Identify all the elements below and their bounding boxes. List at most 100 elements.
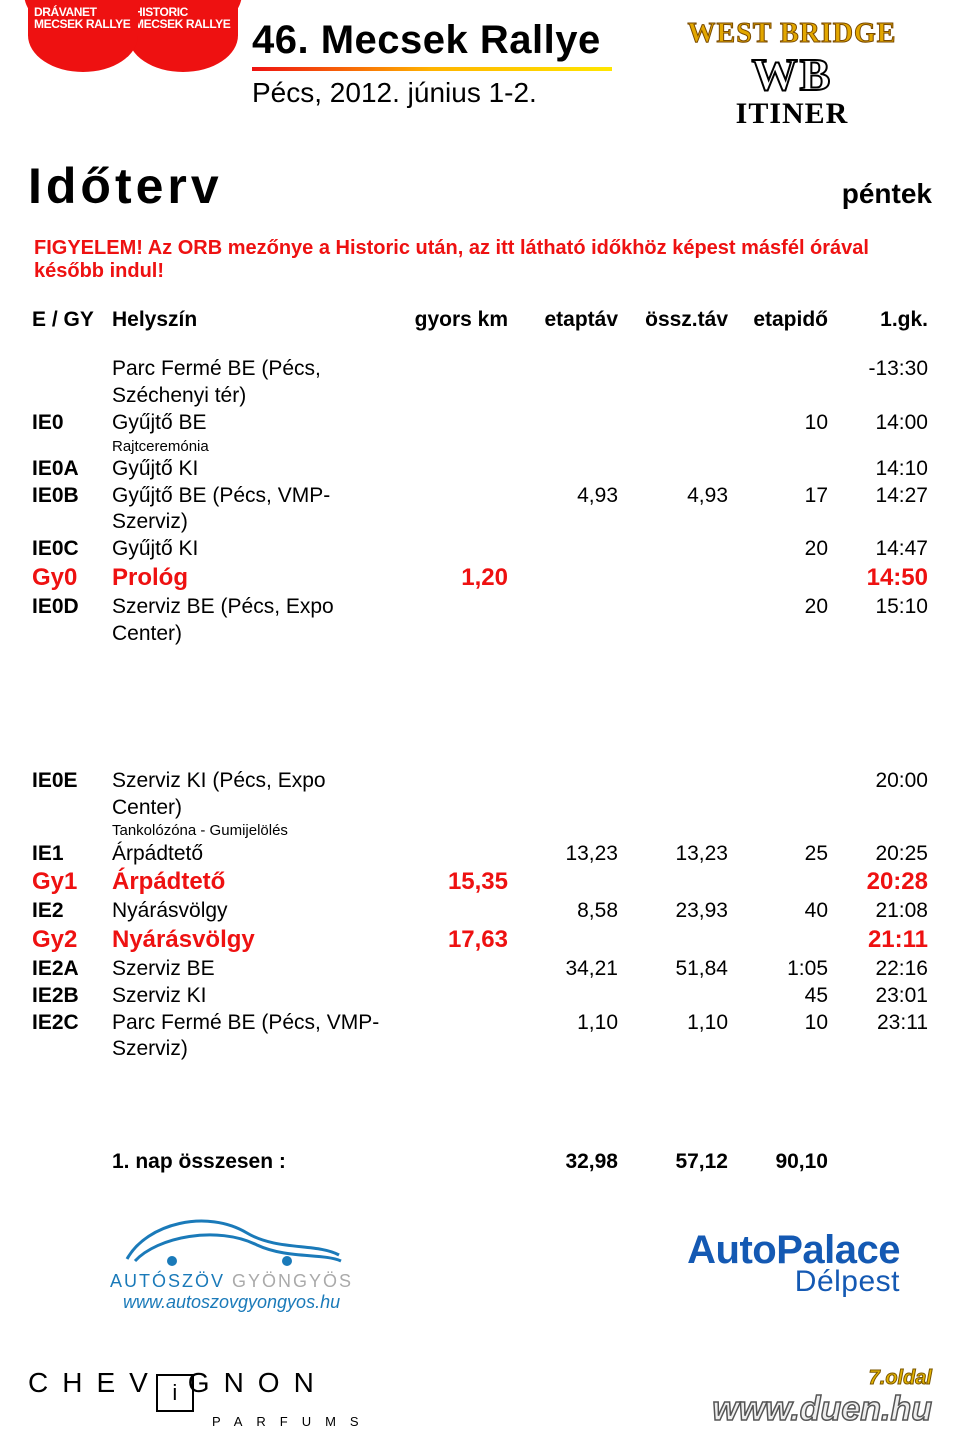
cell-code: IE0E bbox=[28, 768, 108, 822]
wb-monogram: WB bbox=[652, 48, 932, 101]
cell-loc: 1. nap összesen : bbox=[108, 1149, 402, 1176]
col-ossz: össz.táv bbox=[622, 307, 732, 356]
cell-ossz: 13,23 bbox=[622, 841, 732, 868]
cell-loc: Nyárásvölgy bbox=[108, 925, 402, 956]
cell-time: 14:47 bbox=[832, 536, 932, 563]
cell-gyors: 1,20 bbox=[402, 563, 512, 594]
cell-ossz: 23,93 bbox=[622, 898, 732, 925]
cell-etapt: 4,93 bbox=[512, 483, 622, 537]
autoszov-url: www.autoszovgyongyos.hu bbox=[110, 1292, 353, 1313]
cell-etapi: 25 bbox=[732, 841, 832, 868]
cell-loc: Szerviz KI (Pécs, Expo Center) bbox=[108, 768, 402, 822]
cell-gyors bbox=[402, 1010, 512, 1064]
table-row: IE2Nyárásvölgy8,5823,934021:08 bbox=[28, 898, 932, 925]
autoszov-brand: AUTÓSZÖV GYÖNGYÖS bbox=[110, 1271, 353, 1292]
cell-etapt bbox=[512, 356, 622, 410]
cell-loc: Szerviz KI bbox=[108, 983, 402, 1010]
header: 46. DRÁVANET MECSEK RALLYE 46. HISTORIC … bbox=[28, 18, 932, 131]
page-day: péntek bbox=[842, 178, 932, 210]
table-row: IE0DSzerviz BE (Pécs, Expo Center)2015:1… bbox=[28, 594, 932, 648]
cell-ossz bbox=[622, 563, 732, 594]
autopalace-logo: AutoPalace Délpest bbox=[687, 1228, 900, 1299]
cell-code: IE0C bbox=[28, 536, 108, 563]
cell-gyors bbox=[402, 983, 512, 1010]
table-row: Rajtceremónia bbox=[28, 437, 932, 456]
cell-etapi: 10 bbox=[732, 1010, 832, 1064]
table-row: IE1Árpádtető13,2313,232520:25 bbox=[28, 841, 932, 868]
cell-loc: Prológ bbox=[108, 563, 402, 594]
cell-code bbox=[28, 1149, 108, 1176]
cell-time: 20:28 bbox=[832, 867, 932, 898]
wb-top: WEST BRIDGE bbox=[652, 18, 932, 50]
cell-gyors bbox=[402, 536, 512, 563]
cell-etapi bbox=[732, 456, 832, 483]
note-text: Tankolózóna - Gumijelölés bbox=[108, 821, 932, 840]
cell-time bbox=[832, 1149, 932, 1176]
cell-code: IE0A bbox=[28, 456, 108, 483]
cell-ossz bbox=[622, 536, 732, 563]
cell-gyors bbox=[402, 1149, 512, 1176]
cell-loc: Parc Fermé BE (Pécs, Széchenyi tér) bbox=[108, 356, 402, 410]
cell-etapt bbox=[512, 410, 622, 437]
cell-loc: Parc Fermé BE (Pécs, VMP-Szerviz) bbox=[108, 1010, 402, 1064]
cell-ossz: 1,10 bbox=[622, 1010, 732, 1064]
cell-time: 20:00 bbox=[832, 768, 932, 822]
table-row bbox=[28, 1063, 932, 1149]
cell-ossz bbox=[622, 867, 732, 898]
cell-etapi: 10 bbox=[732, 410, 832, 437]
cell-time: 20:25 bbox=[832, 841, 932, 868]
table-row: Gy2Nyárásvölgy17,6321:11 bbox=[28, 925, 932, 956]
table-row: Gy0Prológ1,20 14:50 bbox=[28, 563, 932, 594]
warning-text: FIGYELEM! Az ORB mezőnye a Historic után… bbox=[34, 237, 932, 283]
cell-etapi bbox=[732, 768, 832, 822]
plaque-text: HISTORIC MECSEK RALLYE bbox=[134, 6, 230, 30]
cell-time: 14:27 bbox=[832, 483, 932, 537]
title-block: 46. Mecsek Rallye Pécs, 2012. június 1-2… bbox=[252, 18, 638, 109]
cell-loc: Szerviz BE (Pécs, Expo Center) bbox=[108, 594, 402, 648]
cell-etapt bbox=[512, 594, 622, 648]
gradient-rule bbox=[252, 67, 612, 71]
cell-etapt bbox=[512, 925, 622, 956]
table-row: IE2CParc Fermé BE (Pécs, VMP-Szerviz) 1,1… bbox=[28, 1010, 932, 1064]
table-row bbox=[28, 648, 932, 768]
col-loc: Helyszín bbox=[108, 307, 402, 356]
cell-etapt bbox=[512, 456, 622, 483]
plaque-number: 46. bbox=[142, 0, 170, 1]
cell-time: 15:10 bbox=[832, 594, 932, 648]
cell-ossz: 4,93 bbox=[622, 483, 732, 537]
table-row: IE2ASzerviz BE34,2151,841:0522:16 bbox=[28, 956, 932, 983]
plaque-number: 46. bbox=[42, 0, 70, 1]
autoszov-logo: AUTÓSZÖV GYÖNGYÖS www.autoszovgyongyos.h… bbox=[110, 1213, 353, 1313]
table-row: 1. nap összesen :32,9857,1290,10 bbox=[28, 1149, 932, 1176]
chevignon-logo: CHEViGNON PARFUMS bbox=[28, 1367, 373, 1429]
cell-etapi: 20 bbox=[732, 536, 832, 563]
cell-gyors bbox=[402, 956, 512, 983]
cell-time: 22:16 bbox=[832, 956, 932, 983]
cell-code: IE2C bbox=[28, 1010, 108, 1064]
cell-etapi: 90,10 bbox=[732, 1149, 832, 1176]
cell-etapi bbox=[732, 925, 832, 956]
cell-code: IE1 bbox=[28, 841, 108, 868]
cell-loc: Szerviz BE bbox=[108, 956, 402, 983]
cell-time: -13:30 bbox=[832, 356, 932, 410]
cell-etapi bbox=[732, 563, 832, 594]
sponsors-row: AUTÓSZÖV GYÖNGYÖS www.autoszovgyongyos.h… bbox=[0, 1213, 960, 1313]
table-row: IE0AGyűjtő KI14:10 bbox=[28, 456, 932, 483]
cell-code: Gy0 bbox=[28, 563, 108, 594]
cell-ossz bbox=[622, 456, 732, 483]
table-row: IE0Gyűjtő BE1014:00 bbox=[28, 410, 932, 437]
cell-time: 14:00 bbox=[832, 410, 932, 437]
duen-url: www.duen.hu bbox=[712, 1390, 932, 1429]
cell-gyors: 17,63 bbox=[402, 925, 512, 956]
cell-code: IE0 bbox=[28, 410, 108, 437]
cell-ossz bbox=[622, 768, 732, 822]
cell-gyors bbox=[402, 410, 512, 437]
cell-loc: Gyűjtő KI bbox=[108, 536, 402, 563]
wb-itiner: ITINER bbox=[652, 97, 932, 131]
chevignon-part2: GNON bbox=[188, 1367, 328, 1398]
col-etapt: etaptáv bbox=[512, 307, 622, 356]
cell-time: 14:50 bbox=[832, 563, 932, 594]
cell-loc: Gyűjtő KI bbox=[108, 456, 402, 483]
event-subtitle: Pécs, 2012. június 1-2. bbox=[252, 77, 638, 109]
cell-code: IE2 bbox=[28, 898, 108, 925]
